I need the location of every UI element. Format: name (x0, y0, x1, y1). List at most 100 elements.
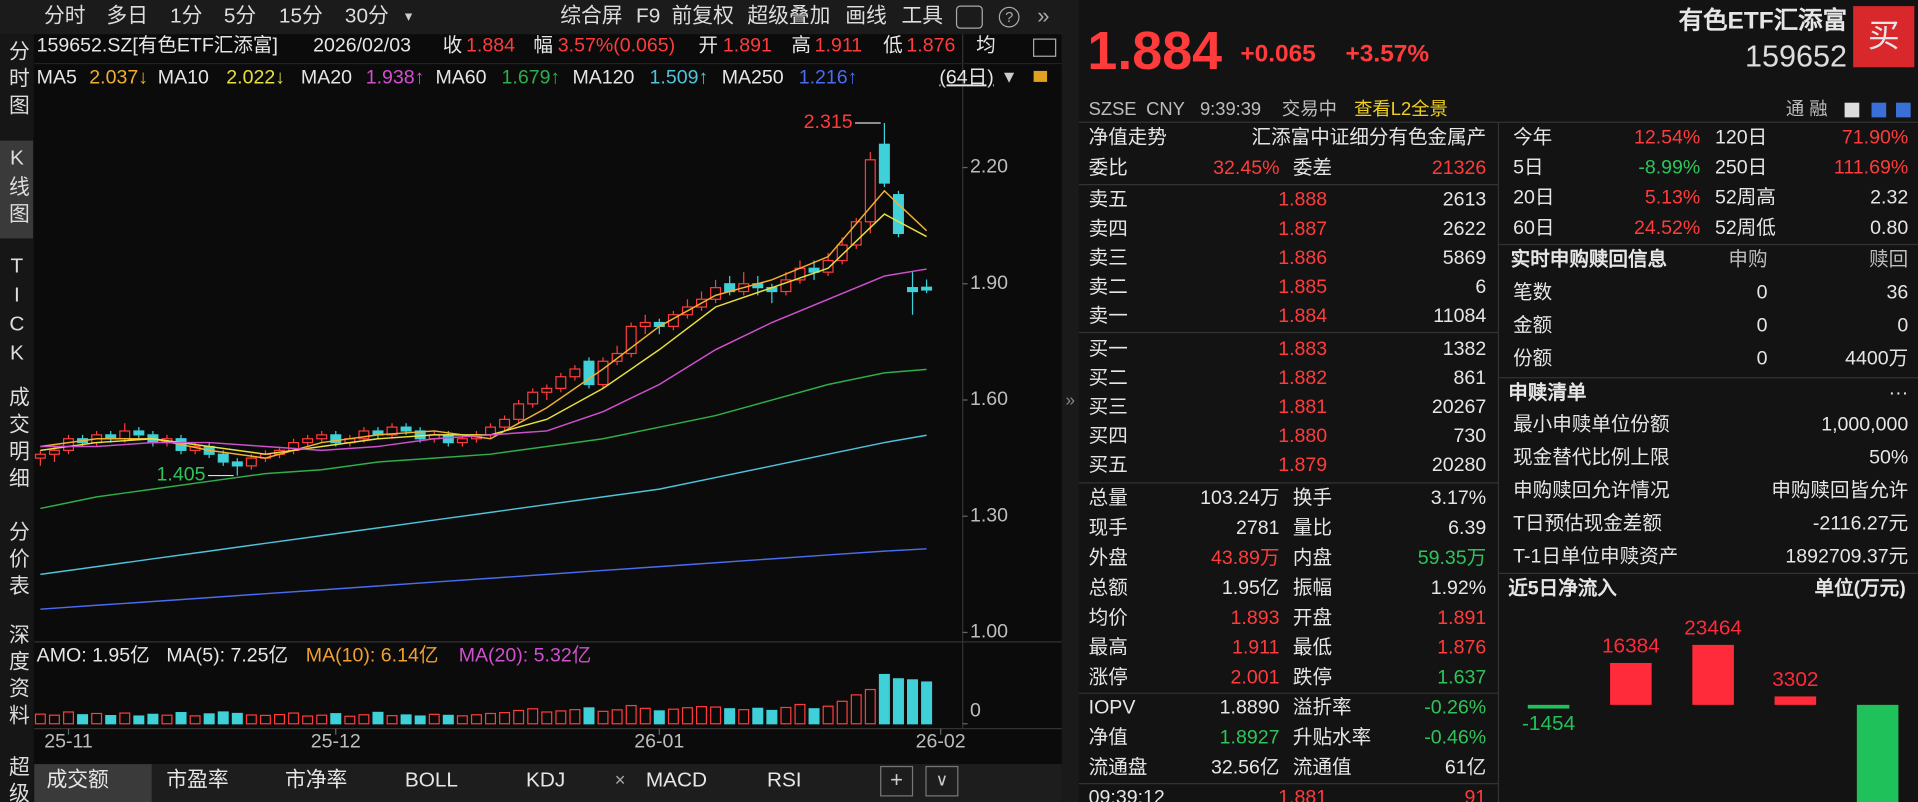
volume-bar (667, 708, 679, 725)
level-label: 买二 (1089, 367, 1128, 389)
legend-value: 1.938↑ (366, 66, 425, 88)
legend-value: 2.022↓ (226, 66, 285, 88)
stat-label: 外盘 (1089, 547, 1128, 569)
candle-body (499, 418, 511, 428)
indicator-tab[interactable]: BOLL (405, 769, 458, 792)
volume-bar (921, 681, 933, 725)
help-icon[interactable] (998, 6, 1020, 28)
add-icon[interactable] (1895, 102, 1911, 118)
indicator-tab[interactable]: 市净率 (285, 769, 347, 792)
period-tab[interactable]: 1分 (170, 5, 202, 28)
y-tick-label: 1.00 (970, 621, 1008, 643)
legend-value: 1.216↑ (799, 66, 858, 88)
gutter (1061, 0, 1079, 802)
volume-bar (161, 714, 173, 725)
volume-bar (611, 709, 623, 725)
row-label: 金额 (1513, 315, 1552, 337)
level-price: 1.881 (1278, 396, 1327, 418)
level-volume: 730 (1454, 425, 1487, 447)
chart-title: 近5日净流入 (1508, 576, 1617, 599)
dropdown-icon[interactable]: ▾ (405, 9, 413, 25)
period-label[interactable]: (64日) (939, 66, 993, 88)
lock-icon[interactable] (1033, 70, 1048, 82)
legend-name: MA250 (722, 66, 784, 88)
edit-icon[interactable] (1844, 102, 1860, 118)
stat-label: 现手 (1089, 517, 1128, 539)
close-tab[interactable]: × (615, 769, 626, 790)
ma-line (40, 268, 927, 452)
info-label: 幅 (533, 35, 553, 57)
tool-button[interactable]: 超级叠加 (747, 5, 830, 28)
candle-body (527, 391, 539, 405)
stat-value: 1.95亿 (1222, 577, 1280, 599)
volume-bar (808, 708, 820, 725)
period-dropdown[interactable]: ▼ (1001, 68, 1018, 87)
volume-bar (316, 714, 328, 725)
more-button[interactable]: ··· (1889, 382, 1909, 404)
indicator-tab[interactable]: 市盈率 (166, 769, 228, 792)
chart-unit: 单位(万元) (1815, 576, 1906, 599)
stat-label: 量比 (1293, 517, 1332, 539)
volume-bar (569, 709, 581, 725)
more-indicators-glyph: ∨ (936, 771, 949, 790)
side-tab[interactable]: 成交明细 (5, 386, 29, 494)
tool-button[interactable]: 前复权 (672, 5, 735, 28)
return-label: 5日 (1513, 157, 1543, 179)
annotation: 2.315 (804, 111, 853, 133)
expand-icon[interactable]: » (1066, 391, 1076, 410)
period-tab[interactable]: 15分 (279, 5, 323, 28)
add-indicator[interactable] (880, 765, 914, 797)
buy-button[interactable]: 买 (1868, 17, 1900, 53)
stat-label: 最低 (1293, 637, 1332, 659)
settings-icon[interactable] (955, 5, 983, 29)
tool-button[interactable]: 综合屏 (560, 5, 622, 28)
side-tab[interactable]: 深度资料 (5, 624, 29, 732)
volume-bar (133, 715, 145, 725)
quote-meta[interactable]: 查看L2全景 (1354, 98, 1448, 119)
window-icon[interactable] (1033, 38, 1057, 57)
indicator-tab[interactable]: KDJ (526, 769, 565, 792)
return-value: 0.80 (1870, 217, 1908, 239)
volume-bar (105, 715, 117, 725)
side-tab[interactable]: 分时图 (5, 40, 29, 121)
volume-bar (513, 709, 525, 725)
level-price: 1.888 (1278, 189, 1327, 211)
stat-value: 43.89万 (1211, 547, 1279, 569)
indicator-tab[interactable]: MACD (646, 769, 707, 792)
level-price: 1.880 (1278, 425, 1327, 447)
side-tab[interactable]: TICK (5, 254, 28, 370)
period-tab[interactable]: 分时 (44, 5, 86, 28)
volume-bar (456, 715, 468, 725)
kline-chart: 2.20 1.90 1.60 1.30 1.00 25-11 25-12 26-01 26-02… (34, 66, 1008, 752)
level-label: 卖一 (1089, 305, 1128, 327)
side-tab[interactable]: K线图 (5, 147, 29, 230)
tool-icon[interactable] (1871, 102, 1887, 118)
candle-body (569, 368, 581, 378)
candle-body (892, 194, 904, 235)
y-tick-label: 1.90 (970, 272, 1008, 294)
side-tab[interactable]: 超级 (5, 756, 29, 802)
volume-bar (555, 710, 567, 725)
side-tab[interactable]: 分价表 (5, 521, 29, 602)
tool-button[interactable]: 画线 (845, 5, 887, 28)
period-tab[interactable]: 30分 (345, 5, 389, 28)
period-tab[interactable]: 多日 (106, 5, 148, 28)
level-volume: 2613 (1443, 189, 1487, 211)
volume-bar (259, 714, 271, 725)
tool-button[interactable]: 工具 (902, 5, 944, 28)
tool-button[interactable]: F9 (636, 5, 660, 28)
x-tick-label: 25-12 (311, 730, 361, 752)
period-tab[interactable]: 5分 (224, 5, 256, 28)
stat-value: 2.001 (1231, 667, 1280, 689)
stat-label: 开盘 (1293, 607, 1332, 629)
collapse-icon[interactable]: » (1037, 3, 1049, 28)
buy-button-bg[interactable] (1853, 6, 1915, 68)
indicator-tab[interactable]: RSI (767, 769, 802, 792)
return-value: 71.90% (1842, 126, 1908, 148)
indicator-tab[interactable]: 成交额 (46, 769, 109, 792)
volume-legend: MA(20): 5.32亿 (459, 645, 592, 667)
nav-link[interactable]: 净值走势 (1089, 126, 1167, 148)
security-code: 159652.SZ[有色ETF汇添富] (37, 35, 278, 57)
more-indicators[interactable] (925, 765, 959, 797)
